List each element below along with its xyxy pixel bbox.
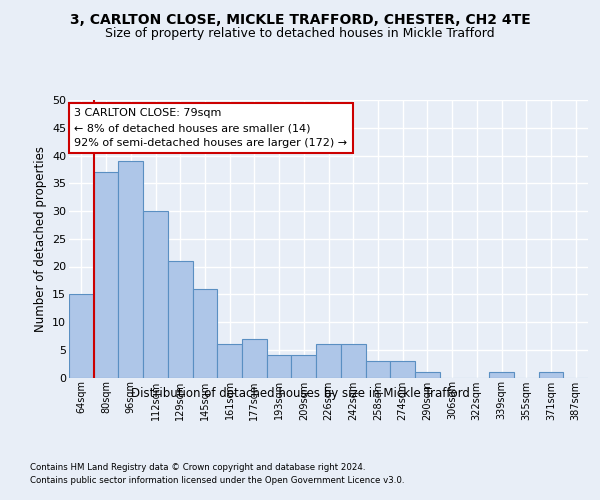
Bar: [193, 288, 217, 378]
Bar: [94, 172, 118, 378]
Bar: [118, 161, 143, 378]
Text: Distribution of detached houses by size in Mickle Trafford: Distribution of detached houses by size …: [131, 388, 469, 400]
Bar: [415, 372, 440, 378]
Bar: [217, 344, 242, 378]
Bar: [267, 356, 292, 378]
Text: Size of property relative to detached houses in Mickle Trafford: Size of property relative to detached ho…: [105, 28, 495, 40]
Bar: [341, 344, 365, 378]
Bar: [390, 361, 415, 378]
Bar: [69, 294, 94, 378]
Text: 3 CARLTON CLOSE: 79sqm
← 8% of detached houses are smaller (14)
92% of semi-deta: 3 CARLTON CLOSE: 79sqm ← 8% of detached …: [74, 108, 347, 148]
Bar: [242, 338, 267, 378]
Text: 3, CARLTON CLOSE, MICKLE TRAFFORD, CHESTER, CH2 4TE: 3, CARLTON CLOSE, MICKLE TRAFFORD, CHEST…: [70, 12, 530, 26]
Bar: [168, 261, 193, 378]
Bar: [292, 356, 316, 378]
Bar: [316, 344, 341, 378]
Bar: [539, 372, 563, 378]
Text: Contains HM Land Registry data © Crown copyright and database right 2024.: Contains HM Land Registry data © Crown c…: [30, 462, 365, 471]
Bar: [489, 372, 514, 378]
Text: Contains public sector information licensed under the Open Government Licence v3: Contains public sector information licen…: [30, 476, 404, 485]
Y-axis label: Number of detached properties: Number of detached properties: [34, 146, 47, 332]
Bar: [365, 361, 390, 378]
Bar: [143, 211, 168, 378]
